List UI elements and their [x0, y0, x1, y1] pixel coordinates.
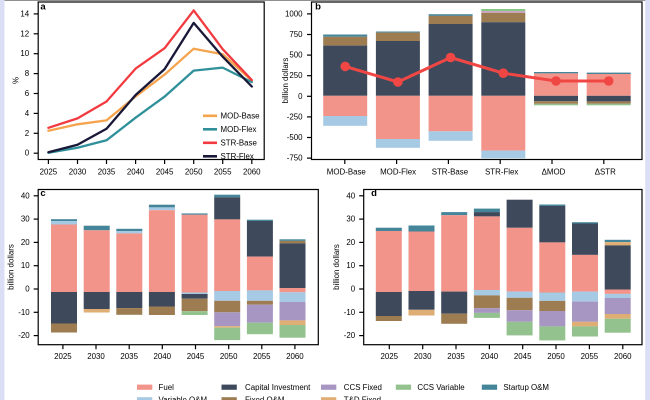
svg-text:10: 10 [21, 261, 30, 270]
svg-text:8: 8 [25, 69, 30, 78]
svg-text:c: c [40, 188, 45, 199]
svg-text:T&D Fixed: T&D Fixed [344, 395, 381, 400]
svg-text:-750: -750 [287, 154, 303, 163]
svg-text:2: 2 [25, 129, 29, 138]
svg-text:250: 250 [289, 71, 303, 80]
svg-text:0: 0 [25, 285, 30, 294]
svg-text:-10: -10 [344, 308, 356, 317]
svg-text:Variable O&M: Variable O&M [159, 395, 208, 400]
svg-text:-20: -20 [344, 331, 356, 340]
svg-text:Capital Investment: Capital Investment [245, 383, 311, 392]
svg-text:2055: 2055 [214, 168, 232, 177]
svg-text:a: a [40, 1, 46, 12]
svg-text:0: 0 [25, 149, 30, 158]
svg-text:%: % [12, 77, 21, 84]
svg-text:2045: 2045 [514, 352, 532, 361]
svg-text:20: 20 [21, 238, 30, 247]
svg-text:2025: 2025 [54, 352, 72, 361]
svg-text:2035: 2035 [120, 352, 138, 361]
svg-text:2060: 2060 [243, 168, 261, 177]
svg-text:750: 750 [289, 30, 303, 39]
svg-text:10: 10 [346, 261, 355, 270]
svg-text:STR-Base: STR-Base [432, 168, 469, 177]
svg-text:MOD-Flex: MOD-Flex [380, 168, 416, 177]
svg-text:0: 0 [298, 92, 303, 101]
svg-text:CCS Fixed: CCS Fixed [344, 383, 382, 392]
svg-text:2030: 2030 [87, 352, 105, 361]
svg-text:Fixed O&M: Fixed O&M [245, 395, 284, 400]
svg-text:b: b [315, 1, 321, 12]
svg-text:30: 30 [346, 215, 355, 224]
svg-text:MOD-Base: MOD-Base [221, 111, 261, 120]
svg-text:STR-Base: STR-Base [221, 138, 258, 147]
svg-text:2030: 2030 [69, 168, 87, 177]
svg-text:billion dollars: billion dollars [332, 244, 341, 290]
svg-text:10: 10 [20, 49, 29, 58]
svg-text:20: 20 [346, 238, 355, 247]
svg-text:2055: 2055 [581, 352, 599, 361]
svg-text:ΔSTR: ΔSTR [595, 168, 616, 177]
svg-text:2060: 2060 [286, 352, 304, 361]
svg-text:-250: -250 [287, 112, 303, 121]
svg-text:MOD-Flex: MOD-Flex [221, 125, 257, 134]
svg-text:CCS Variable: CCS Variable [417, 383, 465, 392]
svg-text:2050: 2050 [185, 168, 203, 177]
svg-text:2025: 2025 [381, 352, 399, 361]
svg-text:6: 6 [25, 89, 30, 98]
svg-text:-10: -10 [18, 308, 30, 317]
svg-text:2040: 2040 [127, 168, 145, 177]
svg-text:-500: -500 [287, 133, 303, 142]
svg-text:2045: 2045 [187, 352, 205, 361]
svg-text:2055: 2055 [253, 352, 271, 361]
svg-text:MOD-Base: MOD-Base [327, 168, 367, 177]
svg-text:2040: 2040 [481, 352, 499, 361]
svg-text:500: 500 [289, 51, 303, 60]
svg-text:2035: 2035 [447, 352, 465, 361]
svg-text:billion dollars: billion dollars [7, 244, 16, 290]
svg-text:12: 12 [20, 29, 29, 38]
svg-text:40: 40 [346, 191, 355, 200]
svg-text:2040: 2040 [154, 352, 172, 361]
svg-text:Startup O&M: Startup O&M [503, 383, 549, 392]
svg-text:2050: 2050 [547, 352, 565, 361]
svg-text:2030: 2030 [414, 352, 432, 361]
svg-text:4: 4 [25, 109, 30, 118]
svg-text:30: 30 [21, 215, 30, 224]
svg-text:2045: 2045 [156, 168, 174, 177]
svg-text:d: d [371, 188, 377, 199]
svg-text:0: 0 [351, 285, 356, 294]
svg-text:ΔMOD: ΔMOD [542, 168, 566, 177]
svg-text:14: 14 [20, 9, 29, 18]
svg-text:STR-Flex: STR-Flex [485, 168, 518, 177]
svg-text:Fuel: Fuel [159, 383, 175, 392]
svg-text:STR-Flex: STR-Flex [221, 152, 254, 161]
svg-text:2060: 2060 [614, 352, 632, 361]
svg-text:2035: 2035 [98, 168, 116, 177]
svg-text:2025: 2025 [40, 168, 58, 177]
svg-text:billion dollars: billion dollars [281, 58, 290, 104]
svg-text:-20: -20 [18, 331, 30, 340]
svg-text:1000: 1000 [285, 9, 303, 18]
svg-text:40: 40 [21, 191, 30, 200]
svg-text:2050: 2050 [220, 352, 238, 361]
